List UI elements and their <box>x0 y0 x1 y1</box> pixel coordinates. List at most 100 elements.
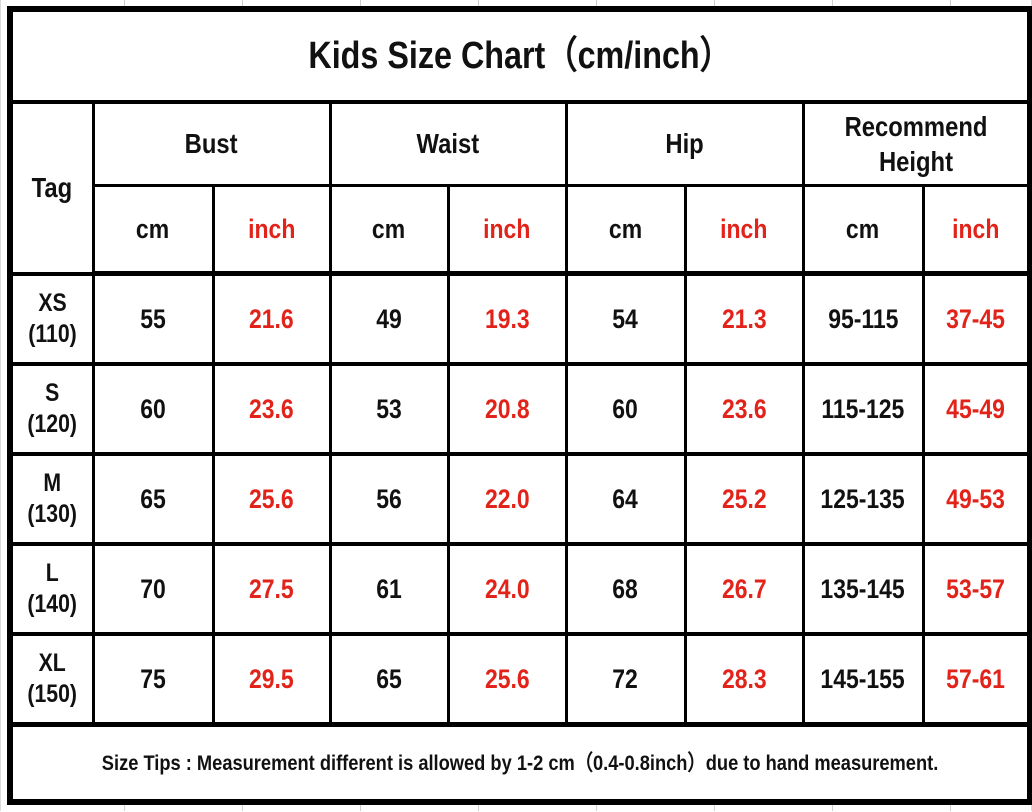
bust-cm-cell: 65 <box>91 452 215 546</box>
chart-title: Kids Size Chart（cm/inch） <box>308 34 732 77</box>
tag-cell: L (140) <box>8 542 95 636</box>
size-row-s: S (120) 60 23.6 53 20.8 60 23.6 115-125 4… <box>8 362 1032 456</box>
height-inch-cell: 37-45 <box>921 271 1032 366</box>
waist-inch-value: 22.0 <box>484 483 530 514</box>
height-inch-value: 49-53 <box>946 483 1006 514</box>
hip-cm-value: 60 <box>612 393 639 424</box>
waist-cm-unit-label: cm <box>372 213 406 244</box>
hip-inch-unit-cell: inch <box>683 184 805 276</box>
waist-inch-value: 25.6 <box>484 663 530 694</box>
hip-inch-unit-label: inch <box>720 213 768 244</box>
header-units-row: cm inch cm inch cm inch cm inch <box>10 184 1032 276</box>
bust-cm-value: 65 <box>140 483 166 514</box>
tag-sublabel: (130) <box>27 500 78 528</box>
hip-inch-cell: 23.6 <box>683 362 805 456</box>
height-inch-cell: 57-61 <box>921 632 1032 727</box>
waist-cm-value: 65 <box>376 663 402 694</box>
tag-cell: S (120) <box>8 362 95 456</box>
height-cm-value: 145-155 <box>820 663 906 694</box>
size-row-m: M (130) 65 25.6 56 22.0 64 25.2 125-135 4… <box>8 452 1032 546</box>
hip-cm-cell: 64 <box>564 452 687 546</box>
size-row-l: L (140) 70 27.5 61 24.0 68 26.7 135-145 5… <box>8 542 1032 636</box>
hip-cm-cell: 60 <box>564 362 687 456</box>
height-cm-unit-label: cm <box>846 213 880 244</box>
hip-inch-cell: 28.3 <box>683 632 805 727</box>
height-inch-value: 57-61 <box>946 663 1006 694</box>
height-cm-cell: 125-135 <box>801 452 925 546</box>
waist-group-header: Waist <box>416 128 480 159</box>
waist-inch-cell: 25.6 <box>446 632 568 727</box>
hip-cm-unit-cell: cm <box>564 184 687 276</box>
size-row-xl: XL (150) 75 29.5 65 25.6 72 28.3 145-155 … <box>8 632 1032 727</box>
waist-cm-cell: 53 <box>328 362 450 456</box>
height-cm-cell: 95-115 <box>801 271 925 366</box>
waist-cm-cell: 56 <box>328 452 450 546</box>
recommend-height-group-header-cell: Recommend Height <box>801 100 1032 187</box>
hip-group-header: Hip <box>665 128 704 159</box>
size-chart-table: Kids Size Chart（cm/inch） Tag Bust Waist … <box>7 6 1032 805</box>
tag-sublabel: (120) <box>27 410 78 438</box>
height-cm-value: 115-125 <box>821 393 905 424</box>
waist-group-header-cell: Waist <box>328 100 568 187</box>
tag-label: S <box>45 378 60 407</box>
waist-cm-cell: 49 <box>328 271 450 366</box>
hip-inch-cell: 25.2 <box>683 452 805 546</box>
tag-column-header: Tag <box>31 171 73 203</box>
tag-cell: XL (150) <box>8 632 95 727</box>
height-cm-cell: 115-125 <box>801 362 925 456</box>
height-cm-unit-cell: cm <box>801 184 925 276</box>
height-cm-value: 125-135 <box>820 483 906 514</box>
waist-inch-cell: 24.0 <box>446 542 568 636</box>
waist-inch-value: 19.3 <box>484 303 530 334</box>
title-row: Kids Size Chart（cm/inch） <box>8 7 1032 104</box>
hip-cm-value: 54 <box>612 303 639 334</box>
waist-inch-cell: 20.8 <box>446 362 568 456</box>
tag-label: M <box>43 468 62 497</box>
bust-inch-cell: 23.6 <box>211 362 332 456</box>
top-gridline-strip <box>7 0 1025 6</box>
hip-inch-value: 21.3 <box>721 303 767 334</box>
bust-cm-value: 55 <box>140 303 166 334</box>
hip-cm-value: 68 <box>612 573 639 604</box>
waist-cm-cell: 65 <box>328 632 450 727</box>
hip-cm-cell: 54 <box>564 271 687 366</box>
bust-inch-cell: 21.6 <box>211 271 332 366</box>
bust-group-header: Bust <box>185 128 238 159</box>
tag-label: XL <box>38 648 66 677</box>
bust-cm-value: 75 <box>140 663 166 694</box>
bust-cm-cell: 55 <box>91 271 215 366</box>
bust-cm-unit-cell: cm <box>91 184 215 276</box>
hip-cm-value: 64 <box>612 483 639 514</box>
size-tips-text: Size Tips : Measurement different is all… <box>101 750 939 775</box>
bust-inch-cell: 29.5 <box>211 632 332 727</box>
hip-cm-value: 72 <box>612 663 639 694</box>
tag-label: XS <box>38 288 67 317</box>
size-tips-cell: Size Tips : Measurement different is all… <box>8 722 1032 804</box>
height-inch-cell: 53-57 <box>921 542 1032 636</box>
bust-inch-cell: 27.5 <box>211 542 332 636</box>
hip-inch-value: 28.3 <box>721 663 767 694</box>
waist-inch-unit-label: inch <box>483 213 531 244</box>
waist-cm-cell: 61 <box>328 542 450 636</box>
bottom-gridline-strip <box>7 805 1025 811</box>
hip-cm-cell: 72 <box>564 632 687 727</box>
size-row-xs: XS (110) 55 21.6 49 19.3 54 21.3 95-115 3… <box>8 271 1032 366</box>
bust-inch-value: 23.6 <box>249 393 294 424</box>
waist-inch-cell: 19.3 <box>446 271 568 366</box>
bust-inch-unit-label: inch <box>247 213 296 244</box>
bust-group-header-cell: Bust <box>91 100 332 187</box>
height-inch-unit-label: inch <box>952 213 1000 244</box>
bust-cm-unit-label: cm <box>136 213 170 244</box>
waist-inch-unit-cell: inch <box>446 184 568 276</box>
bust-inch-value: 29.5 <box>249 663 294 694</box>
bust-inch-cell: 25.6 <box>211 452 332 546</box>
tag-sublabel: (150) <box>27 680 78 708</box>
hip-inch-value: 23.6 <box>721 393 767 424</box>
header-group-row: Tag Bust Waist Hip Recommend Height <box>8 100 1032 275</box>
height-inch-value: 37-45 <box>946 303 1006 334</box>
tag-label: L <box>45 558 59 587</box>
hip-group-header-cell: Hip <box>564 100 805 187</box>
bust-inch-value: 21.6 <box>249 303 294 334</box>
waist-cm-value: 61 <box>376 573 402 604</box>
